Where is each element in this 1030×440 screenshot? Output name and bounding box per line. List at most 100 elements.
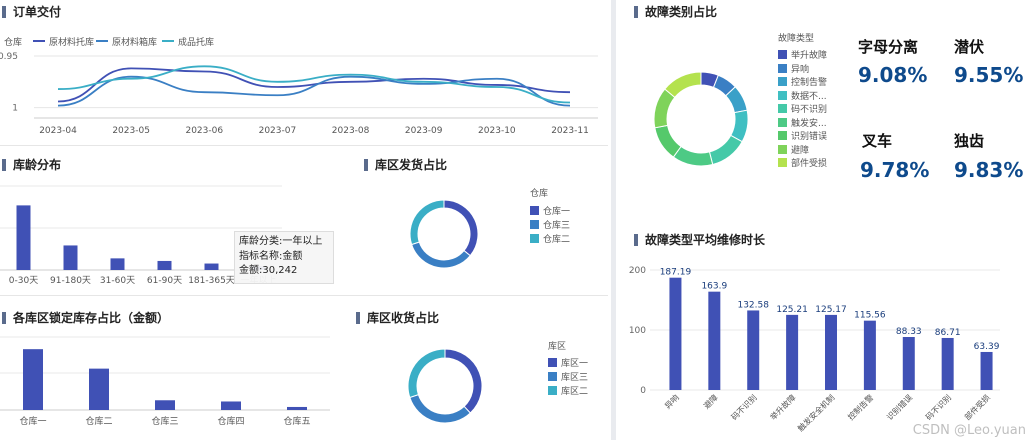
- legend-label: 仓库二: [543, 235, 571, 245]
- data-label: 63.39: [974, 342, 1000, 352]
- data-label: 115.56: [854, 311, 886, 321]
- bar: [669, 277, 682, 390]
- x-tick-label: 2023-06: [185, 126, 223, 136]
- y-tick-label: 100: [629, 326, 646, 336]
- legend-swatch-icon: [778, 158, 787, 167]
- x-tick-label: 识别错误: [884, 392, 914, 422]
- section-title-order-delivery: 订单交付: [2, 5, 61, 19]
- data-label: 88.33: [896, 327, 922, 337]
- order-legend-label: 成品托库: [178, 38, 215, 48]
- x-tick-label: 触发安全机制: [795, 392, 836, 433]
- donut-slice: [411, 241, 471, 269]
- legend-label: 部件受损: [791, 159, 828, 169]
- bar: [863, 320, 876, 390]
- line-swatch-icon: [162, 40, 174, 42]
- series-line-1: [57, 75, 571, 107]
- bar: [157, 260, 172, 270]
- order-legend-item-2[interactable]: 成品托库: [162, 38, 214, 49]
- donut-slice: [409, 199, 445, 246]
- line-swatch-icon: [96, 40, 108, 42]
- legend-label: 控制告警: [791, 78, 828, 88]
- x-tick-label: 2023-07: [259, 126, 297, 136]
- legend-label: 仓库三: [543, 221, 571, 231]
- legend-label: 举升故障: [791, 51, 828, 61]
- x-tick-label: 0-30天: [9, 276, 38, 286]
- bar: [902, 337, 915, 390]
- x-tick-label: 2023-10: [478, 126, 516, 136]
- bar: [155, 400, 175, 410]
- donut-slice: [444, 348, 483, 414]
- watermark: CSDN @Leo.yuan: [912, 423, 1026, 438]
- legend-swatch-icon: [548, 372, 557, 381]
- x-tick-label: 2023-08: [332, 126, 370, 136]
- y-tick-label: 0: [640, 386, 646, 396]
- donut-slice: [443, 199, 479, 257]
- x-tick-label: 码不识别: [730, 393, 759, 422]
- x-tick-label: 181-365天: [188, 276, 235, 286]
- bar: [16, 205, 31, 270]
- order-legend-item-0[interactable]: 原材料托库: [33, 38, 94, 49]
- zone-receive-legend-item-1[interactable]: 库区三: [548, 372, 588, 384]
- zone-receive-legend-item-0[interactable]: 库区一: [548, 358, 588, 370]
- order-legend-label: 原材料托库: [49, 38, 95, 48]
- bar: [708, 291, 721, 390]
- metric-value: 9.83%: [954, 158, 1024, 182]
- zone-ship-donut: [409, 199, 479, 269]
- section-title-fault-avg-time: 故障类型平均维修时长: [634, 233, 765, 247]
- bar: [825, 314, 837, 390]
- fault-legend-item[interactable]: 码不识别: [778, 104, 827, 116]
- x-tick-label: 仓库五: [283, 415, 310, 427]
- x-tick-label: 举升故障: [768, 392, 798, 422]
- donut-slice: [664, 71, 702, 99]
- x-tick-label: 2023-04: [39, 126, 77, 136]
- legend-swatch-icon: [778, 90, 787, 100]
- legend-label: 数据不...: [791, 91, 827, 102]
- stock-age-tooltip: 库龄分类:一年以上 指标名称:金额 金额:30,242: [234, 231, 334, 284]
- x-tick-label: 61-90天: [147, 276, 182, 286]
- fault-category-donut: [653, 71, 749, 167]
- bar: [287, 406, 307, 410]
- x-tick-label: 避障: [701, 392, 719, 410]
- data-label: 132.58: [737, 300, 769, 310]
- zone-ship-legend-item-1[interactable]: 仓库三: [530, 220, 570, 232]
- fault-legend-item[interactable]: 控制告警: [778, 77, 827, 89]
- donut-slice: [407, 348, 446, 399]
- fault-legend-item[interactable]: 触发安...: [778, 117, 827, 130]
- legend-swatch-icon: [778, 117, 787, 127]
- metric-value: 9.78%: [860, 158, 930, 182]
- metric-value: 9.08%: [858, 63, 928, 87]
- legend-swatch-icon: [778, 77, 787, 86]
- zone-ship-legend-title: 仓库: [530, 189, 549, 199]
- legend-swatch-icon: [548, 358, 557, 367]
- fault-legend-item[interactable]: 举升故障: [778, 50, 827, 62]
- data-label: 163.9: [701, 282, 727, 292]
- order-legend-title: 仓库: [4, 38, 23, 48]
- fault-legend-item[interactable]: 识别错误: [778, 131, 827, 143]
- zone-receive-legend-item-2[interactable]: 库区二: [548, 386, 588, 398]
- section-divider: [0, 295, 608, 296]
- metric-name: 独齿: [954, 132, 985, 150]
- legend-label: 异响: [791, 64, 810, 75]
- zone-ship-legend-item-0[interactable]: 仓库一: [530, 206, 570, 218]
- bar: [63, 245, 78, 270]
- fault-legend-item[interactable]: 部件受损: [778, 158, 827, 170]
- fault-legend-item[interactable]: 避障: [778, 144, 809, 157]
- data-label: 125.17: [815, 305, 847, 315]
- x-tick-label: 控制告警: [846, 392, 876, 422]
- fault-legend-item[interactable]: 异响: [778, 63, 810, 76]
- legend-swatch-icon: [778, 50, 787, 59]
- bar: [110, 258, 125, 270]
- legend-label: 码不识别: [791, 105, 828, 115]
- order-line-chart: 1 0.95 2023-04 2023-05 2023-06 2023-07 2023-08…: [0, 52, 598, 136]
- legend-label: 触发安...: [791, 118, 827, 129]
- zone-receive-legend-title: 库区: [548, 342, 567, 352]
- legend-swatch-icon: [778, 144, 787, 154]
- x-tick-label: 31-60天: [100, 276, 135, 286]
- y-tick-label: 1: [12, 104, 18, 114]
- order-legend-item-1[interactable]: 原材料箱库: [96, 38, 157, 49]
- fault-legend-item[interactable]: 数据不...: [778, 90, 827, 103]
- x-tick-label: 仓库四: [217, 415, 244, 427]
- donut-slice: [654, 124, 682, 158]
- zone-ship-legend-item-2[interactable]: 仓库二: [530, 234, 570, 246]
- legend-swatch-icon: [778, 104, 787, 113]
